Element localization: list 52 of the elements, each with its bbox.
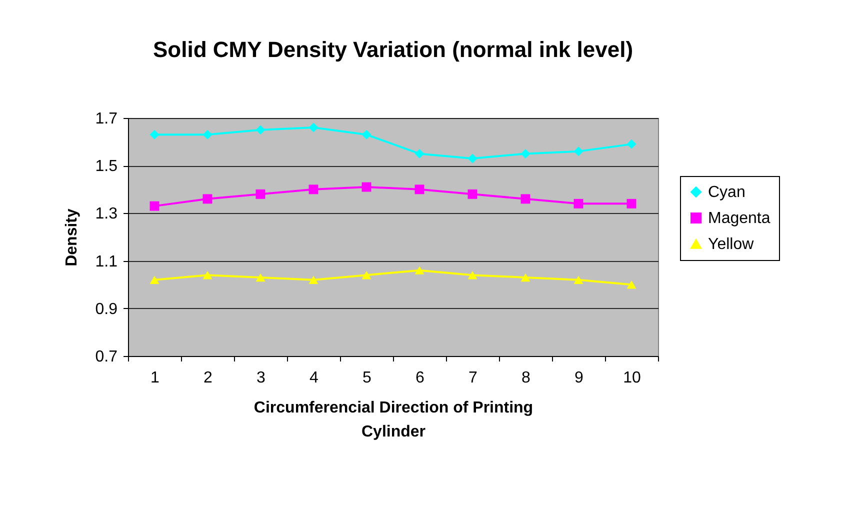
point: [626, 280, 636, 289]
x-tick-label: 1: [150, 370, 160, 386]
point: [308, 122, 318, 132]
point: [574, 276, 584, 284]
point: [308, 276, 318, 284]
y-tick-label: 1.3: [95, 206, 118, 223]
point: [256, 189, 266, 199]
point: [520, 273, 530, 282]
point: [256, 125, 266, 135]
point: [468, 154, 478, 164]
y-tick-label: 1.5: [95, 158, 118, 176]
x-tick-label: 6: [416, 370, 425, 386]
x-tick-label: 2: [204, 370, 213, 386]
point: [414, 184, 424, 194]
point: [626, 139, 636, 149]
point: [308, 184, 318, 194]
point: [362, 270, 372, 280]
point: [468, 189, 478, 199]
point: [626, 198, 636, 208]
y-tick-label: 0.7: [95, 348, 118, 366]
x-tick-label: 3: [256, 370, 266, 386]
x-tick-label: 10: [623, 370, 641, 386]
point: [414, 148, 424, 158]
y-tick-label: 1.7: [95, 110, 118, 128]
y-axis-title: Density: [63, 208, 80, 266]
point: [414, 266, 424, 274]
x-tick-label: 8: [522, 370, 531, 386]
y-tick-label: 1.1: [95, 253, 118, 270]
point: [256, 273, 266, 282]
point: [520, 194, 530, 204]
point: [574, 198, 584, 208]
legend-label: Yellow: [708, 236, 754, 253]
chart-title: Solid CMY Density Variation (normal ink level): [152, 37, 634, 62]
point: [202, 270, 212, 280]
x-tick-label: 9: [574, 370, 584, 386]
point: [362, 182, 372, 192]
point: [520, 148, 530, 158]
point: [362, 130, 372, 140]
legend-label: Cyan: [708, 184, 746, 201]
x-axis-title: Circumferencial Direction of Printing Cylinder: [254, 400, 534, 440]
x-tick-label: 5: [362, 370, 372, 386]
point: [150, 276, 160, 284]
point: [574, 146, 584, 156]
point: [202, 194, 212, 204]
point: [202, 130, 212, 140]
point: [468, 270, 478, 280]
y-tick-label: 0.9: [95, 300, 118, 318]
legend-label: Magenta: [708, 210, 770, 227]
point: [150, 130, 160, 140]
point: [150, 201, 160, 211]
x-tick-label: 7: [468, 370, 478, 386]
x-tick-label: 4: [310, 370, 319, 386]
